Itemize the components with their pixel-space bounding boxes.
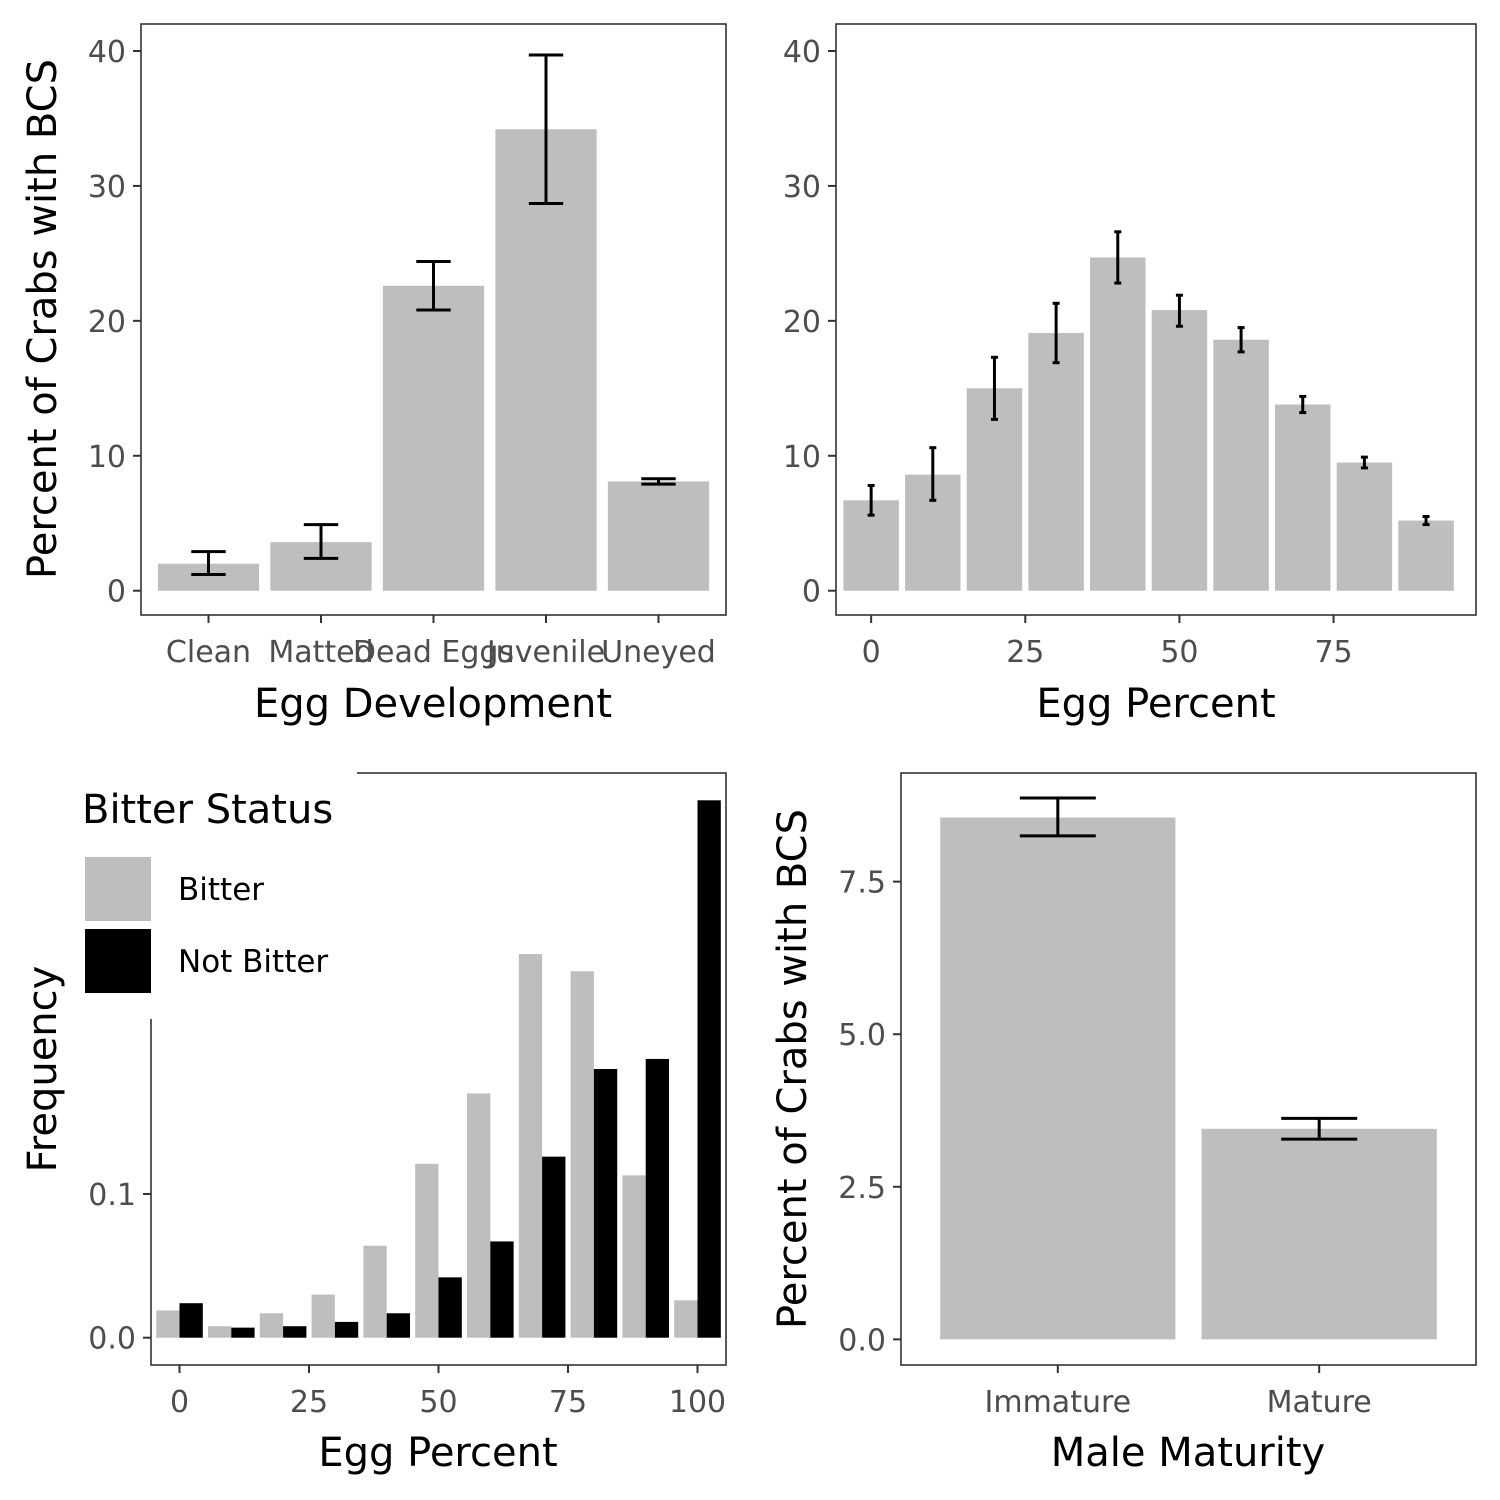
frequency-x-axis-title: Egg Percent — [318, 1430, 557, 1476]
x-tick-label: 25 — [1006, 635, 1044, 670]
x-tick-label: 75 — [1314, 635, 1352, 670]
y-tick-label: 0.0 — [88, 1322, 136, 1357]
bar-not-bitter-100 — [697, 800, 721, 1338]
egg-percent-bcs-bars — [843, 230, 1454, 591]
x-tick-label: Clean — [166, 635, 251, 670]
y-tick-label: 20 — [88, 305, 126, 340]
x-tick-label: 100 — [669, 1385, 726, 1420]
egg-percent-bcs-ticks: 0 25 50 75 0 10 20 30 40 — [783, 35, 1353, 670]
y-tick-label: 30 — [783, 170, 821, 205]
bar-bitter-0 — [156, 1310, 180, 1338]
y-tick-label: 30 — [88, 170, 126, 205]
frequency-panel: 0 25 50 75 100 0.0 0.1 Egg Percent Frequency B… — [20, 771, 727, 1476]
x-tick-label: 75 — [549, 1385, 587, 1420]
bar-egg-percent-50 — [1151, 310, 1208, 591]
x-tick-label: Mature — [1267, 1385, 1372, 1420]
y-tick-label: 40 — [783, 35, 821, 70]
bar-bitter-90 — [622, 1175, 646, 1338]
legend-key-not-bitter — [85, 929, 151, 993]
bar-bitter-10 — [207, 1326, 232, 1338]
bar-not-bitter-20 — [283, 1326, 307, 1338]
x-tick-label: 50 — [419, 1385, 457, 1420]
male-maturity-bars — [940, 796, 1437, 1340]
bar-egg-percent-30 — [1028, 332, 1084, 591]
bar-not-bitter-70 — [542, 1156, 566, 1338]
x-tick-label: 0 — [170, 1385, 189, 1420]
bar-uneyed — [607, 481, 710, 591]
egg-development-y-axis-title: Percent of Crabs with BCS — [20, 59, 66, 579]
bar-dead-eggs — [382, 285, 485, 591]
bar-not-bitter-80 — [593, 1069, 618, 1338]
bar-bitter-70 — [518, 954, 543, 1338]
frequency-y-axis-title: Frequency — [20, 966, 66, 1173]
bar-egg-percent-40 — [1090, 257, 1146, 591]
egg-percent-bcs-x-axis-title: Egg Percent — [1036, 681, 1275, 727]
bar-bitter-60 — [466, 1093, 491, 1338]
legend-title: Bitter Status — [82, 787, 333, 833]
bar-not-bitter-90 — [645, 1058, 670, 1338]
y-tick-label: 5.0 — [838, 1018, 886, 1053]
bar-mature — [1201, 1128, 1437, 1340]
egg-development-x-axis-title: Egg Development — [254, 681, 612, 727]
male-maturity-ticks: Immature Mature 0.0 2.5 5.0 7.5 — [838, 866, 1371, 1420]
egg-development-bars — [157, 53, 710, 591]
legend-key-bitter — [85, 857, 151, 921]
x-tick-label: 25 — [290, 1385, 328, 1420]
bar-bitter-100 — [674, 1300, 698, 1338]
y-tick-label: 0.0 — [838, 1323, 886, 1358]
y-tick-label: 10 — [783, 440, 821, 475]
x-tick-label: Matted — [268, 635, 373, 670]
bar-bitter-40 — [363, 1245, 387, 1338]
bar-bitter-50 — [415, 1163, 439, 1338]
y-tick-label: 0 — [802, 575, 821, 610]
frequency-ticks: 0 25 50 75 100 0.0 0.1 — [88, 1178, 726, 1420]
bar-egg-percent-70 — [1274, 404, 1331, 591]
egg-percent-bcs-panel-border — [835, 23, 1477, 616]
bar-bitter-20 — [259, 1313, 284, 1338]
bar-not-bitter-50 — [438, 1277, 462, 1338]
x-tick-label: Dead Eggs — [353, 635, 514, 670]
bar-juvenile — [495, 129, 597, 591]
bar-not-bitter-40 — [386, 1313, 411, 1338]
bar-bitter-80 — [570, 971, 594, 1338]
y-tick-label: 2.5 — [838, 1171, 886, 1206]
y-tick-label: 7.5 — [838, 866, 886, 901]
x-tick-label: 50 — [1160, 635, 1198, 670]
bar-egg-percent-80 — [1336, 462, 1393, 591]
bar-egg-percent-60 — [1213, 339, 1269, 591]
bitter-status-legend: Bitter Status Bitter Not Bitter — [70, 771, 357, 1019]
y-tick-label: 40 — [88, 35, 126, 70]
frequency-panel-border — [150, 772, 727, 1366]
x-tick-label: Immature — [985, 1385, 1132, 1420]
egg-percent-bcs-panel: 0 25 50 75 0 10 20 30 40 Egg Percent — [783, 23, 1477, 727]
legend-label-not-bitter: Not Bitter — [178, 944, 328, 980]
bar-egg-percent-90 — [1398, 520, 1454, 591]
y-tick-label: 10 — [88, 440, 126, 475]
x-tick-label: 0 — [862, 635, 881, 670]
y-tick-label: 0.1 — [88, 1178, 136, 1213]
y-tick-label: 20 — [783, 305, 821, 340]
male-maturity-panel-border — [900, 772, 1477, 1366]
bar-not-bitter-0 — [179, 1303, 203, 1338]
y-tick-label: 0 — [107, 575, 126, 610]
egg-development-panel-border — [140, 23, 727, 616]
bar-egg-percent-20 — [966, 388, 1023, 591]
frequency-bars — [156, 800, 721, 1338]
male-maturity-x-axis-title: Male Maturity — [1051, 1430, 1325, 1476]
male-maturity-y-axis-title: Percent of Crabs with BCS — [770, 809, 816, 1329]
bar-bitter-30 — [311, 1294, 335, 1338]
bar-not-bitter-10 — [231, 1327, 255, 1338]
x-tick-label: Uneyed — [601, 635, 716, 670]
male-maturity-panel: Immature Mature 0.0 2.5 5.0 7.5 Male Maturity… — [770, 772, 1477, 1476]
x-tick-label: Juvenile — [485, 635, 605, 670]
bar-not-bitter-30 — [334, 1321, 359, 1338]
bar-immature — [940, 817, 1176, 1340]
legend-label-bitter: Bitter — [178, 872, 264, 908]
bar-not-bitter-60 — [490, 1241, 514, 1338]
